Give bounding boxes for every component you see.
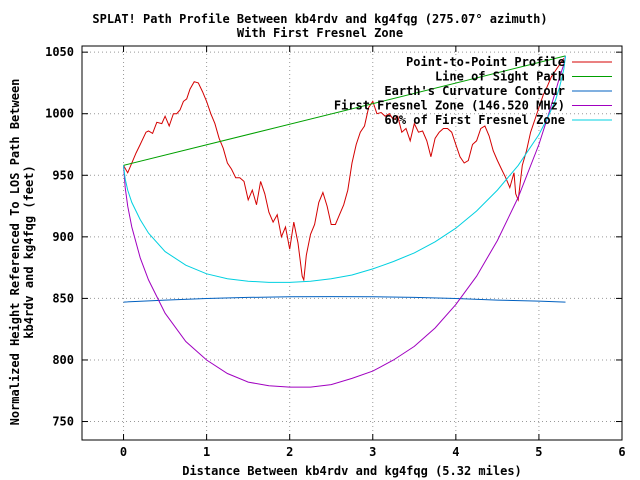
x-tick-label: 5 <box>535 445 542 459</box>
series-lines <box>123 55 566 388</box>
legend-label: Earth's Curvature Contour <box>384 84 565 98</box>
series-line-60-of-first-fresnel-zone <box>123 55 566 283</box>
y-axis-label: Normalized Height Referenced To LOS Path… <box>8 72 36 432</box>
x-tick-label: 3 <box>369 445 376 459</box>
x-tick-label: 6 <box>618 445 625 459</box>
x-tick-label: 4 <box>452 445 459 459</box>
plot-frame <box>81 45 623 441</box>
legend-label: First Fresnel Zone (146.520 MHz) <box>334 99 565 113</box>
x-tick-label: 0 <box>120 445 127 459</box>
chart-subtitle: With First Fresnel Zone <box>236 26 404 40</box>
y-tick-label: 850 <box>52 291 74 305</box>
y-axis-label-line1: Normalized Height Referenced To LOS Path… <box>8 78 22 426</box>
y-tick-label: 800 <box>52 353 74 367</box>
x-axis-label: Distance Between kb4rdv and kg4fqg (5.32… <box>182 464 522 478</box>
legend-label: Line of Sight Path <box>435 70 565 84</box>
x-tick-label: 1 <box>203 445 210 459</box>
series-line-first-fresnel-zone-146-520-mhz <box>123 55 566 388</box>
series-line-earth-s-curvature-contour <box>123 296 566 303</box>
chart-title: SPLAT! Path Profile Between kb4rdv and k… <box>92 12 548 26</box>
y-tick-label: 1000 <box>45 107 74 121</box>
series-line-point-to-point-profile <box>123 58 565 282</box>
y-tick-label: 1050 <box>45 45 74 59</box>
series-line-line-of-sight-path <box>123 55 566 166</box>
legend-label: Point-to-Point Profile <box>406 55 565 69</box>
y-tick-label: 900 <box>52 230 74 244</box>
y-tick-label: 750 <box>52 415 74 429</box>
legend-label: 60% of First Fresnel Zone <box>384 113 565 127</box>
y-axis-label-line2: kb4rdv and kg4fqg (feet) <box>22 165 36 339</box>
y-tick-label: 950 <box>52 168 74 182</box>
x-tick-label: 2 <box>286 445 293 459</box>
